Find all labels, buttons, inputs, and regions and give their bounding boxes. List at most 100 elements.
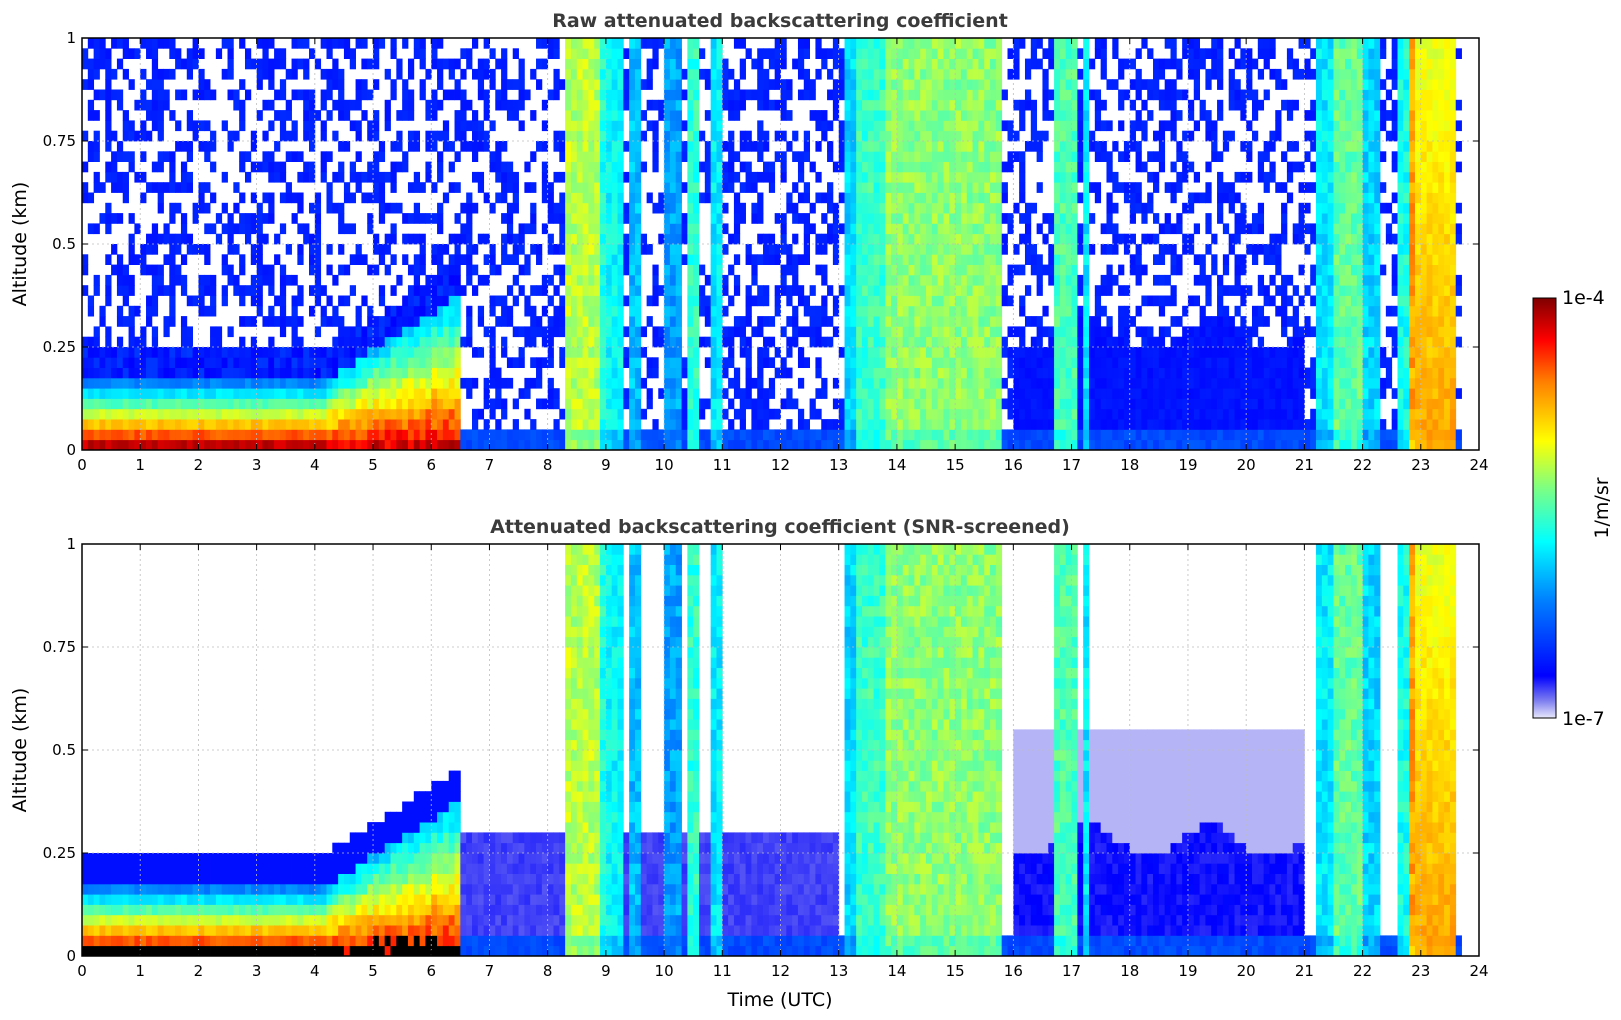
- heatmap-cell: [297, 295, 304, 307]
- heatmap-cell: [850, 192, 857, 204]
- heatmap-cell: [1054, 79, 1061, 90]
- heatmap-cell: [157, 398, 164, 410]
- heatmap-cell: [512, 254, 519, 265]
- heatmap-cell: [908, 192, 915, 204]
- heatmap-cell: [669, 357, 677, 368]
- heatmap-cell: [780, 79, 787, 90]
- heatmap-cell: [99, 439, 106, 450]
- heatmap-cell: [419, 347, 426, 358]
- heatmap-cell: [617, 171, 624, 183]
- heatmap-cell: [326, 48, 333, 59]
- heatmap-cell: [896, 274, 904, 286]
- heatmap-cell: [611, 377, 618, 389]
- heatmap-cell: [768, 336, 776, 348]
- heatmap-cell: [757, 295, 764, 307]
- heatmap-cell: [518, 58, 525, 70]
- heatmap-cell: [1065, 223, 1072, 235]
- heatmap-cell: [937, 326, 944, 338]
- heatmap-cell: [716, 79, 723, 90]
- heatmap-cell: [681, 388, 688, 399]
- heatmap-cell: [221, 347, 228, 358]
- heatmap-cell: [1065, 244, 1072, 255]
- heatmap-cell: [966, 213, 973, 224]
- heatmap-cell: [1065, 182, 1072, 193]
- heatmap-cell: [111, 408, 118, 420]
- heatmap-cell: [239, 316, 246, 327]
- heatmap-cell: [198, 202, 205, 214]
- heatmap-cell: [827, 285, 834, 296]
- heatmap-cell: [82, 58, 89, 70]
- heatmap-cell: [180, 347, 188, 358]
- heatmap-cell: [192, 120, 199, 132]
- heatmap-cell: [867, 336, 875, 348]
- heatmap-cell: [1118, 439, 1125, 450]
- heatmap-cell: [821, 274, 828, 286]
- heatmap-cell: [856, 89, 863, 101]
- heatmap-cell: [1054, 285, 1061, 296]
- heatmap-cell: [1065, 120, 1072, 132]
- heatmap-cell: [425, 295, 432, 307]
- heatmap-cell: [728, 89, 735, 101]
- heatmap-cell: [530, 202, 537, 214]
- heatmap-cell: [1013, 326, 1020, 338]
- heatmap-cell: [832, 161, 840, 173]
- heatmap-cell: [594, 192, 601, 204]
- heatmap-cell: [1019, 99, 1026, 111]
- heatmap-cell: [274, 171, 281, 183]
- heatmap-cell: [1071, 367, 1078, 379]
- heatmap-cell: [244, 89, 252, 101]
- heatmap-cell: [1013, 377, 1020, 389]
- heatmap-cell: [605, 347, 613, 358]
- heatmap-cell: [332, 347, 339, 358]
- heatmap-cell: [1030, 254, 1038, 265]
- heatmap-cell: [1065, 192, 1072, 204]
- heatmap-cell: [995, 388, 1003, 399]
- heatmap-cell: [378, 377, 386, 389]
- heatmap-cell: [605, 254, 613, 265]
- heatmap-cell: [332, 130, 339, 142]
- heatmap-cell: [169, 295, 176, 307]
- heatmap-cell: [489, 264, 496, 276]
- heatmap-cell: [850, 48, 857, 59]
- heatmap-cell: [215, 377, 223, 389]
- heatmap-cell: [570, 233, 578, 245]
- heatmap-cell: [349, 408, 356, 420]
- heatmap-cell: [268, 388, 275, 399]
- heatmap-cell: [926, 110, 933, 121]
- heatmap-cell: [984, 285, 991, 296]
- heatmap-cell: [966, 171, 973, 183]
- heatmap-cell: [588, 377, 595, 389]
- heatmap-cell: [972, 285, 979, 296]
- heatmap-cell: [629, 316, 636, 327]
- heatmap-cell: [664, 388, 671, 399]
- heatmap-cell: [361, 388, 368, 399]
- heatmap-cell: [343, 192, 351, 204]
- heatmap-cell: [751, 295, 758, 307]
- heatmap-cell: [1112, 367, 1119, 379]
- heatmap-cell: [739, 336, 746, 348]
- heatmap-cell: [594, 388, 601, 399]
- heatmap-cell: [1059, 419, 1067, 430]
- heatmap-cell: [320, 120, 327, 132]
- heatmap-cell: [978, 439, 985, 450]
- heatmap-cell: [955, 305, 962, 317]
- heatmap-cell: [629, 419, 636, 430]
- heatmap-cell: [920, 213, 927, 224]
- heatmap-cell: [215, 213, 223, 224]
- heatmap-cell: [588, 254, 595, 265]
- heatmap-cell: [501, 79, 508, 90]
- heatmap-cell: [477, 305, 485, 317]
- heatmap-cell: [419, 79, 426, 90]
- heatmap-cell: [955, 377, 962, 389]
- heatmap-cell: [722, 171, 729, 183]
- heatmap-cell: [373, 233, 380, 245]
- heatmap-cell: [594, 336, 601, 348]
- heatmap-cell: [466, 429, 473, 441]
- heatmap-cell: [1083, 419, 1090, 430]
- heatmap-cell: [850, 244, 857, 255]
- heatmap-cell: [926, 68, 933, 80]
- heatmap-cell: [949, 429, 956, 441]
- heatmap-cell: [815, 357, 822, 368]
- heatmap-cell: [1071, 419, 1078, 430]
- heatmap-cell: [105, 377, 112, 389]
